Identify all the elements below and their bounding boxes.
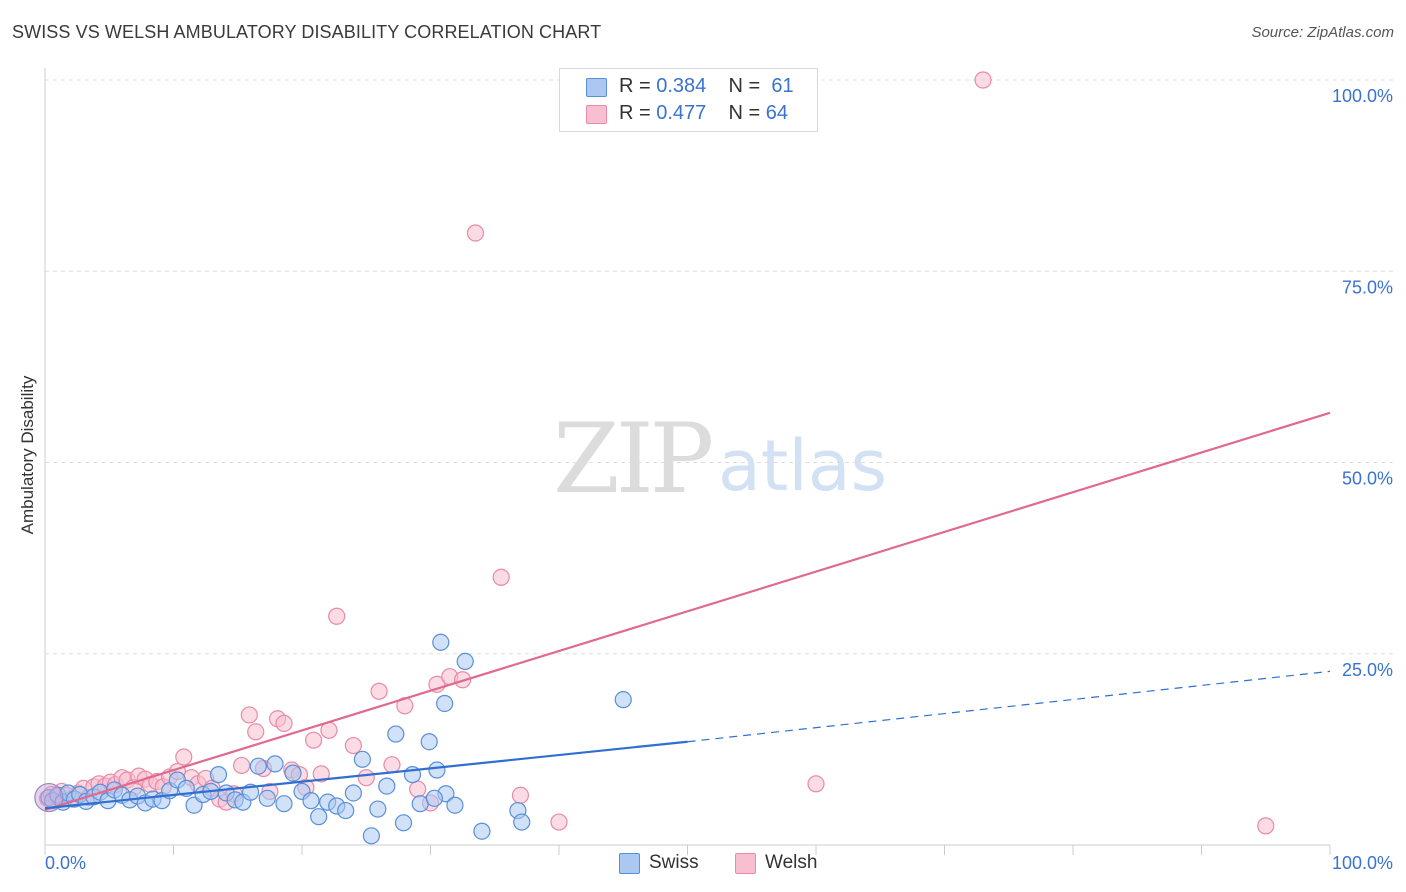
swiss-point bbox=[258, 789, 276, 807]
bottom-welsh-swatch bbox=[735, 853, 756, 874]
trend-lines bbox=[44, 411, 1331, 811]
x-tick-label: 100.0% bbox=[1332, 853, 1393, 873]
swiss-n-value: 61 bbox=[771, 75, 794, 97]
bottom-swiss-swatch bbox=[619, 853, 640, 874]
swiss-point bbox=[432, 633, 450, 651]
gridlines bbox=[45, 79, 1395, 655]
welsh-swatch bbox=[586, 105, 607, 124]
welsh-n-label: N = bbox=[728, 102, 761, 124]
welsh-point bbox=[247, 723, 265, 741]
y-tick-label: 25.0% bbox=[1342, 660, 1393, 680]
bottom-welsh-label: Welsh bbox=[765, 852, 818, 873]
swiss-point bbox=[436, 694, 454, 713]
welsh-point bbox=[344, 736, 362, 755]
swiss-point bbox=[446, 796, 464, 814]
swiss-r-label: R = bbox=[619, 75, 651, 97]
swiss-point bbox=[378, 777, 396, 795]
swiss-point bbox=[344, 784, 362, 802]
correlation-legend: R = 0.384 N = 61 R = 0.477 N = 64 bbox=[559, 68, 818, 132]
tick-labels: 25.0% 50.0% 75.0% 100.0% 0.0% 100.0% bbox=[45, 86, 1393, 873]
welsh-point bbox=[328, 607, 346, 625]
swiss-point bbox=[473, 822, 491, 840]
welsh-point bbox=[409, 780, 427, 798]
swiss-point bbox=[425, 789, 443, 807]
welsh-point bbox=[240, 706, 258, 724]
swiss-point bbox=[369, 800, 387, 818]
swiss-r-value: 0.384 bbox=[656, 75, 707, 97]
swiss-points bbox=[34, 633, 632, 845]
welsh-n-value: 64 bbox=[765, 102, 789, 124]
swiss-point bbox=[284, 764, 302, 782]
swiss-n-label: N = bbox=[728, 75, 761, 97]
swiss-point bbox=[337, 801, 355, 820]
chart-title: SWISS VS WELSH AMBULATORY DISABILITY COR… bbox=[12, 22, 602, 42]
welsh-point bbox=[974, 71, 992, 89]
welsh-point bbox=[275, 714, 293, 732]
swiss-point bbox=[428, 761, 446, 779]
swiss-point bbox=[420, 733, 438, 751]
swiss-point bbox=[353, 750, 371, 768]
watermark: ZIP atlas bbox=[553, 403, 887, 515]
y-tick-label: 50.0% bbox=[1342, 469, 1393, 489]
welsh-point bbox=[312, 765, 330, 783]
x-tick-label: 0.0% bbox=[45, 853, 86, 873]
swiss-trend-extension bbox=[687, 670, 1331, 743]
swiss-point bbox=[456, 652, 474, 671]
cluster-point bbox=[34, 782, 64, 813]
welsh-r-value: 0.477 bbox=[656, 102, 707, 124]
welsh-r-label: R = bbox=[619, 102, 651, 124]
swiss-point bbox=[310, 808, 328, 826]
welsh-point bbox=[357, 769, 375, 787]
swiss-point bbox=[394, 814, 413, 832]
welsh-trend-line bbox=[44, 411, 1331, 811]
bottom-swiss-label: Swiss bbox=[649, 852, 699, 873]
swiss-point bbox=[266, 755, 284, 773]
axes bbox=[44, 68, 1331, 855]
welsh-point bbox=[807, 775, 825, 793]
welsh-point bbox=[1257, 817, 1275, 835]
swiss-point bbox=[362, 827, 380, 845]
swiss-swatch bbox=[586, 78, 607, 97]
swiss-point bbox=[614, 691, 632, 709]
swiss-trend-line bbox=[44, 740, 688, 810]
swiss-point bbox=[302, 792, 320, 810]
welsh-point bbox=[511, 786, 530, 804]
swiss-point bbox=[275, 795, 293, 813]
swiss-point bbox=[209, 766, 228, 784]
y-tick-label: 75.0% bbox=[1342, 277, 1393, 297]
welsh-point bbox=[304, 731, 323, 749]
watermark-zip: ZIP bbox=[553, 403, 712, 515]
swiss-point bbox=[387, 725, 405, 743]
watermark-atlas: atlas bbox=[718, 425, 887, 507]
welsh-point bbox=[466, 224, 485, 242]
welsh-point bbox=[233, 756, 251, 775]
swiss-point bbox=[249, 757, 267, 775]
swiss-point bbox=[513, 813, 531, 831]
welsh-point bbox=[550, 813, 568, 831]
welsh-point bbox=[370, 682, 388, 700]
welsh-point bbox=[383, 756, 401, 774]
welsh-point bbox=[492, 568, 510, 586]
welsh-point bbox=[175, 748, 193, 766]
y-tick-label: 100.0% bbox=[1332, 86, 1393, 106]
source-label: Source: ZipAtlas.com bbox=[1251, 24, 1394, 41]
